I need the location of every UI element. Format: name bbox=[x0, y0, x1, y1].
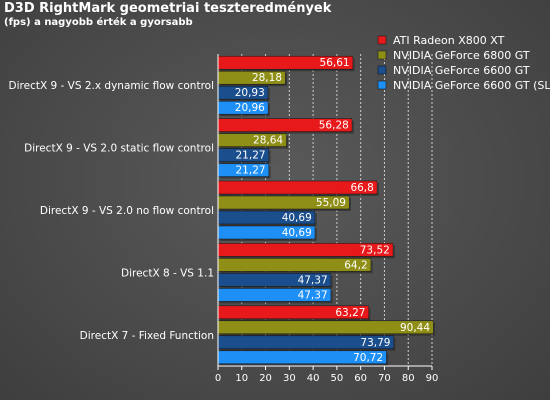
data-label-bg bbox=[337, 259, 371, 271]
x-tick-label: 70 bbox=[378, 373, 391, 384]
data-label-bg bbox=[328, 306, 369, 318]
data-label: 73,79 bbox=[360, 337, 390, 349]
data-label-bg bbox=[393, 321, 434, 333]
data-label-bg bbox=[275, 212, 315, 223]
legend-label: ATI Radeon X800 XT bbox=[393, 34, 505, 47]
chart-title: D3D RightMark geometriai teszteredmények bbox=[4, 1, 332, 16]
x-tick-label: 20 bbox=[259, 373, 272, 384]
x-tick-label: 50 bbox=[331, 373, 344, 384]
x-tick-label: 0 bbox=[215, 373, 221, 384]
x-tick-label: 10 bbox=[235, 373, 248, 384]
data-label: 20,93 bbox=[235, 87, 265, 99]
legend-swatch bbox=[377, 80, 387, 90]
data-label: 55,09 bbox=[316, 197, 346, 209]
legend-swatch bbox=[377, 65, 387, 75]
data-label: 20,96 bbox=[235, 102, 265, 114]
category-label: DirectX 9 - VS 2.0 static flow control bbox=[24, 143, 214, 155]
category-label: DirectX 7 - Fixed Function bbox=[80, 330, 214, 342]
data-label-bg bbox=[346, 351, 387, 363]
data-label: 73,52 bbox=[360, 244, 390, 256]
data-label: 28,18 bbox=[252, 72, 282, 84]
data-label-bg bbox=[309, 197, 349, 208]
data-label-bg bbox=[313, 57, 353, 69]
data-label-bg bbox=[229, 149, 269, 161]
data-label-bg bbox=[229, 164, 269, 176]
legend-label: NVIDIA GeForce 6600 GT (SLI) bbox=[393, 79, 550, 92]
data-label: 66,8 bbox=[350, 182, 373, 194]
x-tick-label: 40 bbox=[307, 373, 320, 384]
data-label: 90,44 bbox=[400, 322, 430, 334]
category-label: DirectX 9 - VS 2.0 no flow control bbox=[40, 205, 214, 217]
legend-swatch bbox=[377, 50, 387, 60]
data-label-bg bbox=[275, 227, 315, 238]
data-label-bg bbox=[353, 244, 393, 256]
data-label: 56,61 bbox=[320, 57, 350, 69]
data-label-bg bbox=[343, 182, 377, 193]
data-label-bg bbox=[291, 274, 331, 286]
data-label-bg bbox=[312, 119, 352, 131]
data-label-bg bbox=[246, 134, 287, 146]
data-label-bg bbox=[353, 336, 394, 348]
data-label: 28,64 bbox=[253, 135, 283, 147]
data-label: 21,27 bbox=[236, 150, 266, 162]
data-label-bg bbox=[228, 87, 268, 99]
data-label-bg bbox=[291, 289, 331, 301]
category-label: DirectX 8 - VS 1.1 bbox=[121, 267, 214, 279]
category-label: DirectX 9 - VS 2.x dynamic flow control bbox=[9, 80, 214, 92]
legend-label: NVIDIA GeForce 6800 GT bbox=[393, 49, 530, 62]
data-label: 56,28 bbox=[319, 120, 349, 132]
x-tick-label: 60 bbox=[354, 373, 367, 384]
x-tick-label: 80 bbox=[402, 373, 415, 384]
data-label: 70,72 bbox=[353, 352, 383, 364]
data-label: 40,69 bbox=[282, 227, 312, 239]
legend-swatch bbox=[377, 35, 387, 45]
data-label: 64,2 bbox=[344, 259, 367, 271]
data-label-bg bbox=[228, 102, 268, 114]
data-label: 40,69 bbox=[282, 212, 312, 224]
x-tick-label: 90 bbox=[426, 373, 439, 384]
data-label: 21,27 bbox=[236, 165, 266, 177]
chart-subtitle: (fps) a nagyobb érték a gyorsabb bbox=[4, 17, 193, 28]
data-label-bg bbox=[245, 72, 286, 84]
legend-label: NVIDIA GeForce 6600 GT bbox=[393, 64, 530, 77]
data-label: 47,37 bbox=[298, 289, 328, 301]
x-tick-label: 30 bbox=[283, 373, 296, 384]
data-label: 47,37 bbox=[298, 274, 328, 286]
data-label: 63,27 bbox=[335, 307, 365, 319]
